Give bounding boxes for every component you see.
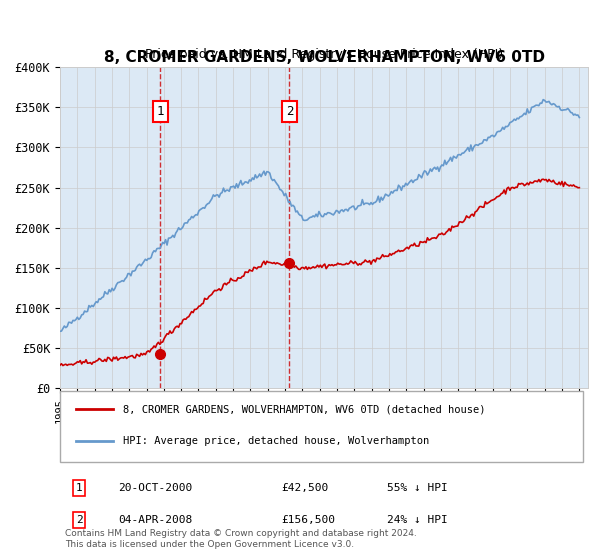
Text: 04-APR-2008: 04-APR-2008 <box>118 515 193 525</box>
Text: 24% ↓ HPI: 24% ↓ HPI <box>388 515 448 525</box>
Text: 8, CROMER GARDENS, WOLVERHAMPTON, WV6 0TD (detached house): 8, CROMER GARDENS, WOLVERHAMPTON, WV6 0T… <box>124 404 486 414</box>
Text: Contains HM Land Registry data © Crown copyright and database right 2024.
This d: Contains HM Land Registry data © Crown c… <box>65 529 417 549</box>
Text: HPI: Average price, detached house, Wolverhampton: HPI: Average price, detached house, Wolv… <box>124 436 430 446</box>
FancyBboxPatch shape <box>60 391 583 462</box>
Text: £156,500: £156,500 <box>282 515 336 525</box>
Text: 1: 1 <box>157 105 164 118</box>
Text: Price paid vs. HM Land Registry's House Price Index (HPI): Price paid vs. HM Land Registry's House … <box>145 48 503 61</box>
Text: 2: 2 <box>76 515 83 525</box>
Title: 8, CROMER GARDENS, WOLVERHAMPTON, WV6 0TD: 8, CROMER GARDENS, WOLVERHAMPTON, WV6 0T… <box>104 50 545 64</box>
Text: £42,500: £42,500 <box>282 483 329 493</box>
Text: 55% ↓ HPI: 55% ↓ HPI <box>388 483 448 493</box>
Text: 1: 1 <box>76 483 83 493</box>
Text: 20-OCT-2000: 20-OCT-2000 <box>118 483 193 493</box>
Text: 2: 2 <box>286 105 293 118</box>
